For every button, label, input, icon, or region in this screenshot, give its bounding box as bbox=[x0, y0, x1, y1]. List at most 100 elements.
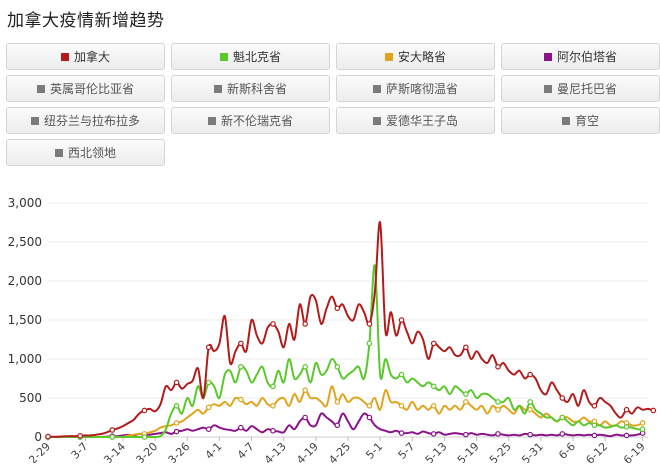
x-tick-label: 4-7 bbox=[235, 440, 257, 462]
series-point bbox=[495, 364, 501, 370]
series-point bbox=[398, 371, 405, 378]
x-tick-label: 4-1 bbox=[203, 440, 225, 462]
legend-label: 育空 bbox=[574, 114, 599, 128]
legend-swatch bbox=[54, 148, 63, 157]
legend-label: 加拿大 bbox=[73, 50, 110, 64]
x-tick-label: 3-7 bbox=[69, 440, 91, 462]
series-point bbox=[527, 371, 533, 378]
x-tick-label: 5-31 bbox=[519, 440, 546, 463]
legend-button-2[interactable]: 魁北克省 bbox=[171, 43, 330, 70]
legend-button-13[interactable]: 西北领地 bbox=[6, 139, 165, 166]
legend-label: 西北领地 bbox=[67, 146, 116, 160]
x-tick-label: 3-20 bbox=[133, 440, 160, 463]
legend-button-12[interactable]: 育空 bbox=[501, 107, 660, 134]
x-tick-label: 4-25 bbox=[326, 440, 353, 463]
x-tick-label: 5-13 bbox=[423, 440, 450, 463]
y-axis: 0 500 1,000 1,500 2,000 2,500 3,000 bbox=[8, 196, 42, 444]
legend-label: 曼尼托巴省 bbox=[556, 82, 617, 96]
series-point bbox=[334, 399, 341, 405]
series-point bbox=[366, 414, 373, 421]
series-line-1 bbox=[47, 221, 654, 438]
series-point bbox=[527, 431, 533, 438]
legend-label: 新不伦瑞克省 bbox=[220, 114, 293, 128]
series-line-3 bbox=[48, 385, 644, 438]
series-point bbox=[559, 395, 566, 401]
legend-label: 英属哥伦比亚省 bbox=[49, 82, 134, 96]
series-point bbox=[559, 431, 566, 437]
x-tick-label: 4-19 bbox=[294, 440, 321, 463]
legend-button-8[interactable]: 曼尼托巴省 bbox=[501, 75, 660, 102]
x-tick-label: 5-25 bbox=[487, 440, 514, 463]
series-point bbox=[270, 383, 276, 390]
legend-button-1[interactable]: 加拿大 bbox=[6, 43, 165, 70]
legend-button-3[interactable]: 安大略省 bbox=[336, 43, 495, 70]
series-point bbox=[173, 420, 180, 426]
legend-button-9[interactable]: 纽芬兰与拉布拉多 bbox=[6, 107, 165, 134]
legend-label: 阿尔伯塔省 bbox=[556, 50, 617, 64]
series-point bbox=[173, 428, 180, 435]
series-point bbox=[173, 403, 180, 409]
x-tick-label: 5-19 bbox=[455, 440, 482, 463]
series-point bbox=[639, 420, 646, 426]
series-point bbox=[109, 427, 116, 433]
series-point bbox=[463, 391, 469, 397]
series-point bbox=[238, 364, 244, 370]
page-title: 加拿大疫情新增趋势 bbox=[7, 11, 165, 31]
x-tick-label: 6-19 bbox=[621, 440, 648, 463]
series-point bbox=[366, 340, 373, 347]
series-point bbox=[205, 404, 212, 411]
series-point bbox=[527, 399, 533, 405]
series-point bbox=[77, 433, 83, 439]
series-point bbox=[623, 406, 630, 413]
chart-area: 0 500 1,000 1,500 2,000 2,500 3,000 2-29 3-7 3-1… bbox=[0, 190, 660, 467]
series-point bbox=[623, 432, 630, 439]
legend-swatch bbox=[561, 116, 570, 125]
legend-swatch bbox=[30, 116, 39, 125]
y-tick-label: 3,000 bbox=[8, 196, 42, 210]
series-point bbox=[302, 364, 308, 370]
series-point bbox=[302, 414, 308, 421]
series-point bbox=[173, 379, 180, 386]
legend-label: 萨斯喀彻温省 bbox=[385, 82, 458, 96]
series-point bbox=[205, 379, 212, 386]
y-tick-label: 1,000 bbox=[8, 352, 42, 366]
series-point bbox=[495, 399, 501, 405]
series-point bbox=[366, 403, 373, 409]
legend-button-11[interactable]: 爱德华王子岛 bbox=[336, 107, 495, 134]
series-point bbox=[270, 403, 276, 409]
series-line-2 bbox=[48, 264, 643, 438]
x-tick-label: 5-1 bbox=[363, 440, 385, 462]
series-point bbox=[45, 433, 51, 440]
series-point bbox=[650, 407, 657, 414]
y-tick-label: 2,000 bbox=[8, 274, 42, 288]
legend-swatch bbox=[219, 52, 228, 61]
line-chart: 0 500 1,000 1,500 2,000 2,500 3,000 2-29 3-7 3-1… bbox=[8, 196, 657, 467]
series-point bbox=[238, 396, 244, 403]
y-tick-label: 0 bbox=[34, 430, 42, 444]
legend-button-10[interactable]: 新不伦瑞克省 bbox=[171, 107, 330, 134]
series-point bbox=[366, 321, 373, 327]
series-point bbox=[463, 399, 469, 405]
series-point bbox=[591, 403, 598, 409]
legend-swatch bbox=[372, 116, 381, 125]
legend-button-7[interactable]: 萨斯喀彻温省 bbox=[336, 75, 495, 102]
x-tick-label: 4-13 bbox=[262, 440, 289, 463]
legend-label: 爱德华王子岛 bbox=[385, 114, 458, 128]
series-point bbox=[463, 431, 469, 438]
y-tick-label: 500 bbox=[19, 391, 42, 405]
legend-label: 安大略省 bbox=[397, 50, 446, 64]
series-lines bbox=[45, 221, 657, 440]
series-point bbox=[398, 403, 405, 409]
x-tick-label: 2-29 bbox=[26, 440, 53, 463]
series-point bbox=[559, 414, 566, 421]
series-point bbox=[302, 321, 308, 327]
series-point bbox=[398, 317, 405, 323]
legend-button-4[interactable]: 阿尔伯塔省 bbox=[501, 43, 660, 70]
x-tick-label: 6-6 bbox=[556, 440, 578, 462]
legend-label: 新斯科舍省 bbox=[226, 82, 287, 96]
legend-button-6[interactable]: 新斯科舍省 bbox=[171, 75, 330, 102]
series-point bbox=[109, 434, 116, 440]
legend-button-5[interactable]: 英属哥伦比亚省 bbox=[6, 75, 165, 102]
x-tick-label: 3-26 bbox=[166, 440, 193, 463]
series-point bbox=[302, 387, 308, 394]
